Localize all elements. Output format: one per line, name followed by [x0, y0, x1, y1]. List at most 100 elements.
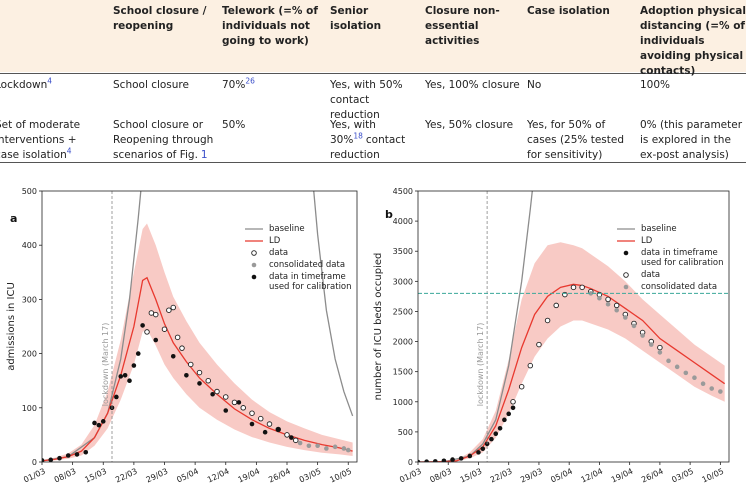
- table-cell: Yes, for 50% of cases (25% tested for se…: [527, 118, 635, 163]
- table-cell: 50%: [222, 118, 322, 133]
- table-header-background: [0, 0, 746, 72]
- x-tick-label: 03/05: [670, 467, 695, 485]
- data-point: [42, 458, 45, 462]
- legend-item: LD: [641, 236, 653, 246]
- data-point: [506, 411, 512, 417]
- data-point: [613, 302, 620, 309]
- y-tick-label: 100: [22, 404, 37, 413]
- data-point: [502, 417, 507, 423]
- x-tick-label: 15/03: [459, 467, 484, 485]
- data-point: [179, 345, 185, 351]
- data-point: [284, 432, 290, 438]
- y-tick-label: 500: [398, 428, 413, 437]
- cell-text: 50%: [222, 119, 246, 131]
- data-point: [249, 410, 255, 416]
- x-tick-label: 03/05: [298, 467, 323, 485]
- cell-text: School closure or Reopening through scen…: [113, 119, 214, 161]
- data-point: [424, 459, 429, 462]
- legend-item: data: [641, 270, 660, 280]
- data-point: [144, 329, 150, 335]
- cell-text: Set of moderate interventions + case iso…: [0, 119, 81, 161]
- data-point: [197, 381, 202, 386]
- table-rule: [0, 73, 746, 74]
- cell-text: No: [527, 79, 542, 91]
- data-point: [223, 408, 229, 413]
- data-point: [65, 453, 71, 458]
- table-cell: 100%: [640, 78, 746, 93]
- data-point: [57, 455, 62, 461]
- data-point: [692, 375, 697, 380]
- legend-item: baseline: [269, 224, 305, 234]
- data-point: [597, 295, 602, 301]
- panel-label: b: [385, 208, 393, 221]
- data-point: [315, 443, 320, 449]
- x-tick-label: 26/04: [640, 467, 665, 485]
- data-point: [114, 394, 119, 400]
- cell-text: contact reduction: [330, 134, 406, 161]
- figure-link: 1: [200, 149, 208, 161]
- cell-text: 70%: [222, 79, 246, 91]
- series-line: [418, 283, 726, 462]
- data-point: [480, 446, 486, 452]
- lockdown-label: lockdown (March 17): [476, 323, 485, 407]
- data-point: [640, 333, 645, 338]
- y-tick-label: 1500: [393, 368, 413, 377]
- data-point: [297, 440, 303, 446]
- x-tick-label: 12/04: [206, 467, 231, 485]
- x-tick-label: 12/04: [580, 467, 605, 485]
- data-point: [236, 400, 242, 405]
- table-cell: 70%26: [222, 76, 322, 93]
- plot-area: [418, 191, 726, 462]
- legend-item: consolidated data: [641, 282, 717, 292]
- series-line: [418, 191, 533, 462]
- legend-item: consolidated data: [269, 260, 345, 270]
- data-point: [458, 456, 464, 461]
- data-point: [553, 302, 559, 309]
- data-point: [718, 389, 723, 394]
- header-cell: Telework (=% of individuals not going to…: [222, 5, 318, 47]
- data-point: [631, 323, 637, 329]
- data-point: [467, 453, 473, 459]
- data-point: [588, 291, 594, 296]
- legend-swatch: [251, 262, 257, 268]
- table-cell: School closure: [113, 78, 215, 93]
- data-point: [579, 284, 585, 291]
- y-tick-label: 3500: [393, 247, 413, 256]
- data-point: [153, 337, 159, 343]
- cell-text: School closure: [113, 79, 189, 91]
- x-tick-label: 22/03: [114, 467, 139, 485]
- y-axis-label: number of ICU beds occupied: [373, 253, 384, 401]
- table-cell: Yes, 100% closure: [425, 78, 523, 93]
- data-point: [210, 391, 215, 397]
- y-tick-label: 4000: [393, 217, 413, 226]
- y-tick-label: 0: [32, 458, 37, 467]
- data-point: [187, 361, 194, 368]
- reference: 26: [245, 76, 255, 86]
- data-point: [544, 317, 551, 324]
- series-line: [42, 276, 353, 462]
- legend-item: data in timeframe used for calibration: [641, 248, 724, 268]
- legend-swatch: [251, 250, 257, 256]
- legend-item: baseline: [641, 224, 677, 234]
- y-tick-label: 200: [22, 350, 37, 359]
- plot-area: [42, 191, 354, 462]
- plot-frame: [41, 190, 358, 463]
- data-point: [131, 363, 137, 368]
- cell-text: Yes, 100% closure: [425, 79, 520, 91]
- cell-text: Yes, with 30%: [330, 119, 376, 146]
- data-point: [497, 425, 503, 431]
- y-tick-label: 400: [22, 241, 37, 250]
- panel-label: a: [10, 212, 17, 225]
- reference: 4: [47, 76, 53, 86]
- x-tick-label: 15/03: [83, 467, 108, 485]
- legend-swatch: [251, 274, 257, 280]
- data-point: [518, 383, 525, 390]
- data-point: [605, 301, 611, 307]
- table-cell: 0% (this parameter is explored in the ex…: [640, 118, 746, 163]
- table-cell: Lockdown4: [0, 76, 103, 93]
- y-tick-label: 4500: [393, 187, 413, 196]
- data-point: [536, 341, 542, 348]
- data-point: [170, 354, 176, 359]
- legend-label: LD: [641, 236, 653, 246]
